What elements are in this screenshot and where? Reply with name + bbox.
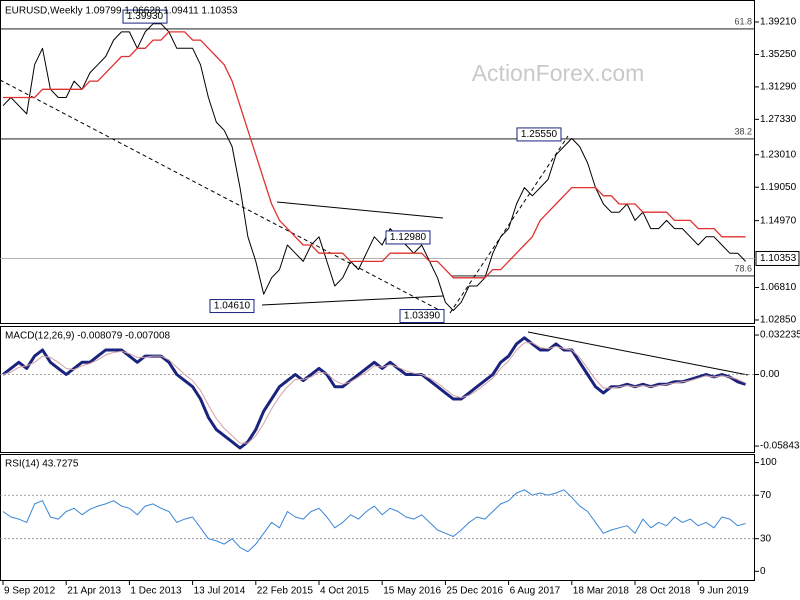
y-tick-label: -0.058434 (760, 441, 800, 452)
y-tick-label: 1.31290 (760, 82, 797, 93)
annotation-box (122, 9, 168, 24)
macd-panel-frame (0, 326, 755, 453)
panel-title: EURUSD,Weekly 1.09799 1.06628 1.09411 1.… (5, 6, 238, 17)
y-tick-label: 100 (760, 457, 777, 468)
y-tick-label: 1.35250 (760, 49, 797, 60)
x-tick-label: 21 Apr 2013 (67, 586, 121, 597)
y-tick-label: 0 (760, 566, 766, 577)
x-tick-label: 28 Oct 2018 (636, 586, 691, 597)
trendlines (0, 79, 749, 376)
annotation-label: 1.39930 (127, 11, 164, 22)
last-price-box (755, 250, 800, 266)
y-tick-label: 0.032235 (760, 330, 800, 341)
trendline (527, 331, 749, 376)
y-tick-label: 30 (760, 533, 772, 544)
x-tick-label: 9 Sep 2012 (4, 586, 56, 597)
x-tick-label: 25 Dec 2016 (446, 586, 503, 597)
annotation-label: 1.04610 (214, 301, 251, 312)
y-tick-label: 70 (760, 490, 772, 501)
y-tick-label: 0.00 (760, 369, 780, 380)
series-line (3, 31, 746, 279)
annotation-label: 1.03390 (404, 311, 441, 322)
x-tick-label: 18 Mar 2018 (573, 586, 630, 597)
y-tick-label: 1.14970 (760, 215, 797, 226)
y-tick-label: 1.39210 (760, 17, 797, 28)
panel-title: MACD(12,26,9) -0.008079 -0.007008 (5, 331, 171, 342)
x-tick-label: 9 Jun 2019 (699, 586, 749, 597)
y-tick-label: 1.27330 (760, 114, 797, 125)
y-tick-label: 1.06810 (760, 282, 797, 293)
x-tick-label: 4 Oct 2015 (320, 586, 369, 597)
y-tick-label: 1.19050 (760, 182, 797, 193)
rsi-panel-frame (0, 454, 755, 581)
watermark: ActionForex.com (472, 60, 645, 86)
fib-label: 78.6 (734, 263, 752, 273)
price-panel-frame (0, 0, 755, 324)
x-tick-label: 1 Dec 2013 (130, 586, 182, 597)
annotation-label: 1.12980 (390, 232, 427, 243)
series-line (2, 489, 746, 553)
y-tick-label: 1.02850 (760, 315, 797, 326)
x-tick-label: 22 Feb 2015 (257, 586, 314, 597)
annotation-label: 1.25550 (521, 129, 558, 140)
trendline (276, 201, 444, 219)
annotation-box (209, 299, 255, 314)
trendline (449, 135, 569, 314)
x-tick-label: 6 Aug 2017 (510, 586, 561, 597)
fib-label: 38.2 (734, 126, 752, 136)
fib-label: 61.8 (734, 16, 752, 26)
series-line (2, 342, 746, 444)
annotation-box (385, 230, 431, 245)
annotation-box (516, 127, 562, 142)
annotation-box (399, 309, 445, 324)
last-price-label: 1.10353 (760, 253, 797, 264)
panel-title: RSI(14) 43.7275 (5, 459, 79, 470)
x-tick-label: 15 May 2016 (383, 586, 441, 597)
series-line (2, 23, 746, 311)
trendline (261, 295, 444, 306)
x-tick-label: 13 Jul 2014 (194, 586, 246, 597)
y-tick-label: 1.23010 (760, 149, 797, 160)
